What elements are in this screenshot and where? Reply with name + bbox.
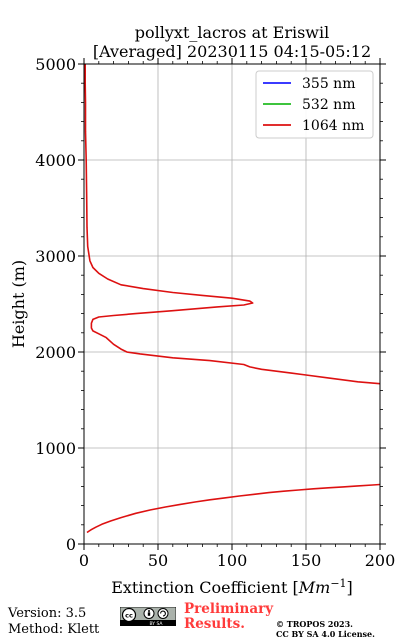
method-text: Method: Klett [8,622,100,637]
y-tick-label: 3000 [35,247,76,266]
axis-ticks [78,58,386,550]
badge-label: BY SA [149,621,163,626]
y-tick-label: 0 [66,535,76,554]
y-tick-label: 2000 [35,343,76,362]
copyright-line-2: CC BY SA 4.0 License. [276,629,375,639]
x-tick-label: 100 [217,551,248,570]
x-tick-label: 50 [148,551,168,570]
y-tick-label: 4000 [35,151,76,170]
preliminary-line-1: Preliminary [184,601,274,617]
copyright-line-1: © TROPOS 2023. [276,619,353,629]
preliminary-line-2: Results. [184,616,245,632]
x-axis-label: Extinction Coefficient [Mm−1] [111,577,353,597]
y-tick-label: 1000 [35,439,76,458]
series-layer [84,64,380,534]
copyright-note: © TROPOS 2023. CC BY SA 4.0 License. [276,619,375,639]
chart-title-line-2: [Averaged] 20230115 04:15-05:12 [93,42,371,61]
version-text: Version: 3.5 [8,606,87,621]
legend-box [255,70,374,139]
series-line-1064-nm [84,64,380,534]
legend: 355 nm 532 nm 1064 nm [255,70,374,139]
legend-label-1064-nm: 1064 nm [302,118,364,134]
svg-text:cc: cc [125,612,133,620]
cc-icon: cc [121,607,137,623]
preliminary-results-note: Preliminary Results. [184,602,273,632]
legend-label-355-nm: 355 nm [302,76,355,92]
x-tick-label: 150 [291,551,322,570]
cc-license-badge: cc BY SA [120,607,176,626]
version-info: Version: 3.5 Method: Klett [8,606,99,638]
y-axis-label: Height (m) [9,260,28,348]
chart-title-line-1: pollyxt_lacros at Eriswil [135,23,329,42]
x-tick-label: 200 [365,551,396,570]
x-tick-label: 0 [79,551,89,570]
by-icon [143,608,155,619]
sa-icon [157,608,169,619]
legend-label-532-nm: 532 nm [302,97,355,113]
extinction-profile-chart: pollyxt_lacros at Eriswil [Averaged] 202… [9,23,395,597]
y-tick-label: 5000 [35,55,76,74]
